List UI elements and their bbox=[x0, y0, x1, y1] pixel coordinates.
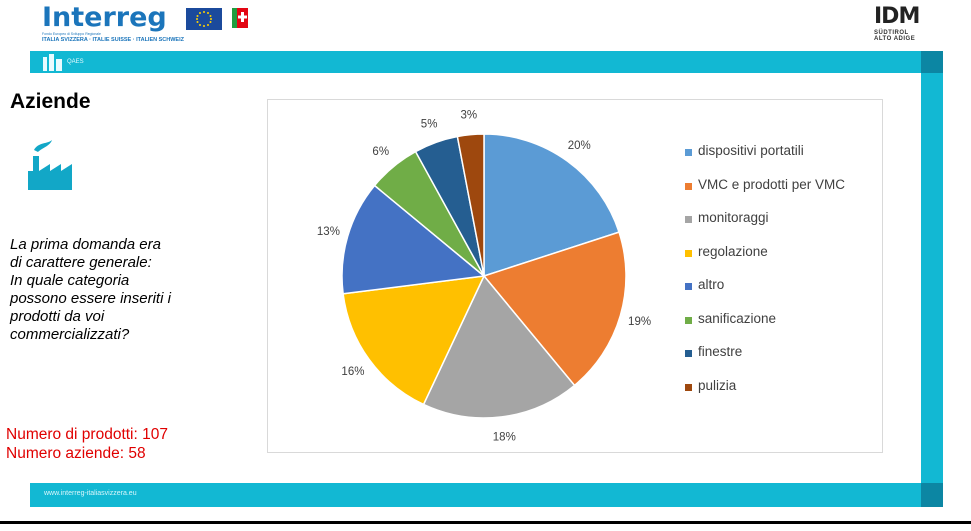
header-bar bbox=[30, 51, 921, 73]
right-rail-bottom-block bbox=[921, 483, 943, 507]
building-icon bbox=[43, 54, 62, 71]
legend-item: VMC e prodotti per VMC bbox=[685, 177, 885, 197]
project-label: QAES bbox=[67, 59, 84, 65]
pie-label-6: 6% bbox=[372, 146, 389, 158]
legend-label: sanificazione bbox=[698, 310, 777, 326]
stats-companies: Numero aziende: 58 bbox=[6, 445, 146, 462]
pie-chart: 20% 19% 18% 16% 13% 6% 5% 3% bbox=[317, 110, 651, 444]
legend-label: VMC e prodotti per VMC bbox=[698, 176, 846, 192]
pie-label-4: 16% bbox=[341, 366, 364, 378]
pie-slice-4 bbox=[342, 275, 486, 406]
legend-item: monitoraggi bbox=[685, 210, 885, 230]
idm-subtitle-1: SÜDTIROL bbox=[874, 30, 909, 36]
legend-swatch bbox=[685, 182, 692, 190]
legend-swatch bbox=[685, 316, 692, 324]
bottom-divider bbox=[0, 521, 971, 524]
pie-label-8: 3% bbox=[460, 110, 477, 122]
interreg-logo-word: Interreg bbox=[42, 2, 167, 33]
pie-label-2: 19% bbox=[628, 316, 651, 328]
stats-products: Numero di prodotti: 107 bbox=[6, 426, 168, 443]
pie-label-5: 13% bbox=[317, 226, 340, 238]
legend-swatch bbox=[685, 283, 692, 290]
right-rail bbox=[921, 51, 943, 507]
legend-label: dispositivi portatili bbox=[698, 143, 804, 158]
legend-item: pulizia bbox=[685, 378, 885, 398]
right-rail-top-block bbox=[921, 51, 943, 73]
italy-switzerland-shield-icon bbox=[232, 8, 248, 28]
pie-label-7: 5% bbox=[421, 119, 438, 131]
legend-label: regolazione bbox=[698, 243, 768, 259]
idm-logo-word: IDM bbox=[874, 4, 920, 29]
pie-slice-8 bbox=[456, 133, 485, 277]
legend-item: altro bbox=[685, 277, 885, 297]
idm-logo: IDM SÜDTIROL ALTO ADIGE bbox=[872, 4, 932, 47]
question-text: La prima domanda era di carattere genera… bbox=[10, 236, 171, 343]
idm-subtitle-2: ALTO ADIGE bbox=[874, 36, 916, 42]
footer-url: www.interreg-italiasvizzera.eu bbox=[44, 490, 137, 497]
idm-subtitle: SÜDTIROL ALTO ADIGE bbox=[874, 30, 915, 42]
section-title: Aziende bbox=[10, 90, 91, 113]
legend-label: altro bbox=[698, 277, 725, 292]
stats-block: Numero di prodotti: 107 Numero aziende: … bbox=[6, 425, 168, 463]
legend-label: monitoraggi bbox=[698, 210, 769, 225]
pie-slice-3 bbox=[422, 274, 576, 419]
legend-item: regolazione bbox=[685, 244, 885, 264]
legend-swatch bbox=[685, 149, 692, 156]
interreg-logo: Interreg Fondo Europeo di Sviluppo Regio… bbox=[42, 2, 248, 46]
pie-slice-2 bbox=[482, 231, 627, 387]
pie-slice-5 bbox=[341, 184, 486, 295]
eu-flag-icon bbox=[186, 8, 222, 30]
pie-label-3: 18% bbox=[493, 432, 516, 444]
legend-label: finestre bbox=[698, 344, 743, 359]
legend-swatch bbox=[685, 249, 692, 257]
interreg-subtitle: ITALIA SVIZZERA · ITALIE SUISSE · ITALIE… bbox=[42, 37, 184, 43]
legend-item: dispositivi portatili bbox=[685, 143, 885, 163]
legend-swatch bbox=[685, 216, 692, 223]
footer-bar bbox=[30, 483, 921, 507]
interreg-fund-text: Fondo Europeo di Sviluppo Regionale bbox=[42, 32, 101, 36]
legend-label: pulizia bbox=[698, 377, 737, 393]
legend-swatch bbox=[685, 350, 692, 357]
legend-swatch bbox=[685, 383, 692, 391]
pie-label-1: 20% bbox=[568, 140, 591, 152]
legend-item: sanificazione bbox=[685, 311, 885, 331]
legend-item: finestre bbox=[685, 344, 885, 364]
pie-slice-1 bbox=[483, 133, 620, 278]
factory-icon bbox=[28, 140, 72, 190]
